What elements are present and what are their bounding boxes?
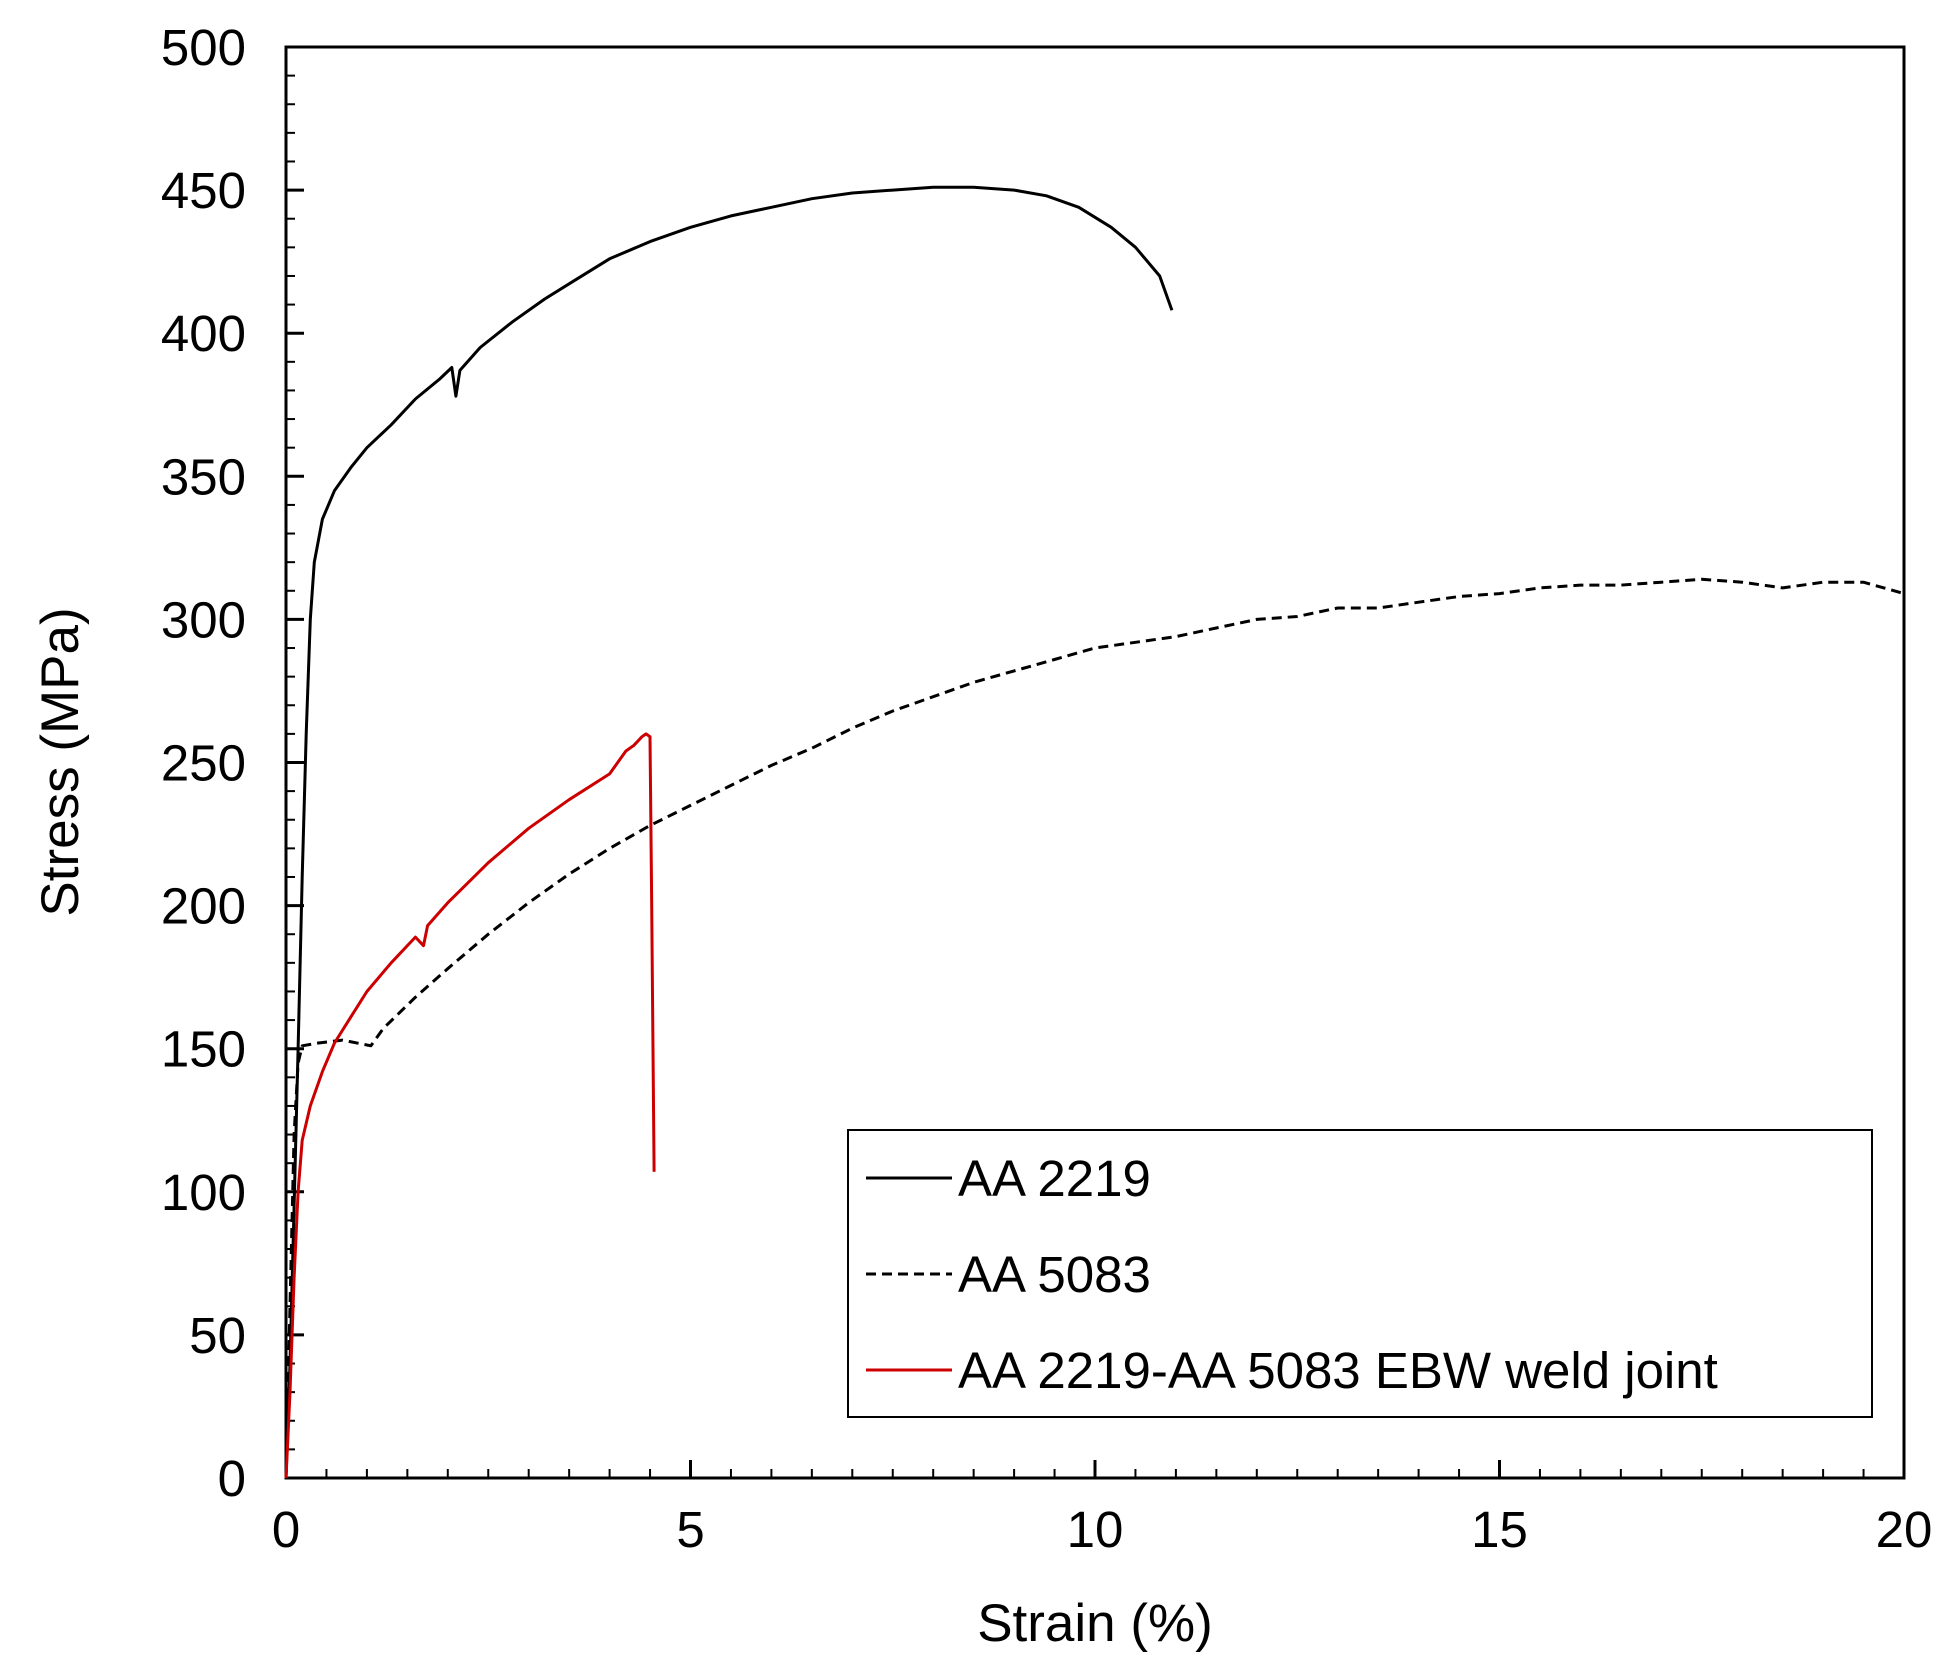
x-tick-label: 15: [1471, 1501, 1528, 1558]
y-tick-label: 250: [161, 735, 246, 792]
x-axis-title: Strain (%): [977, 1594, 1213, 1653]
y-axis-title: Stress (MPa): [31, 607, 90, 916]
y-tick-label: 150: [161, 1021, 246, 1078]
legend: AA 2219 AA 5083 AA 2219-AA 5083 EBW weld…: [847, 1129, 1873, 1418]
series-layer: [284, 185, 1905, 1479]
y-tick-label: 0: [218, 1450, 246, 1507]
legend-label-aa-2219: AA 2219: [958, 1150, 1151, 1207]
series-line-aa-5083: [284, 577, 1905, 1479]
y-tick-label: 300: [161, 591, 246, 648]
series-line-aa-2219: [284, 185, 1174, 1479]
x-tick-label: 5: [676, 1501, 704, 1558]
y-tick-label: 100: [161, 1164, 246, 1221]
y-tick-label: 450: [161, 162, 246, 219]
x-tick-label: 10: [1067, 1501, 1124, 1558]
y-tick-label: 200: [161, 878, 246, 935]
y-tick-label: 50: [189, 1307, 246, 1364]
y-tick-label: 350: [161, 448, 246, 505]
legend-label-aa-5083: AA 5083: [958, 1246, 1151, 1303]
minor-ticks: [286, 74, 1865, 1478]
series-line-aa-2219-aa-5083-ebw-weld-joint: [284, 732, 656, 1479]
major-ticks: [284, 45, 1906, 1480]
x-tick-label: 0: [272, 1501, 300, 1558]
y-tick-label: 400: [161, 305, 246, 362]
legend-label-ebw-weld-joint: AA 2219-AA 5083 EBW weld joint: [958, 1342, 1718, 1399]
y-tick-label: 500: [161, 19, 246, 76]
x-tick-label: 20: [1876, 1501, 1933, 1558]
legend-box: [847, 1129, 1873, 1418]
